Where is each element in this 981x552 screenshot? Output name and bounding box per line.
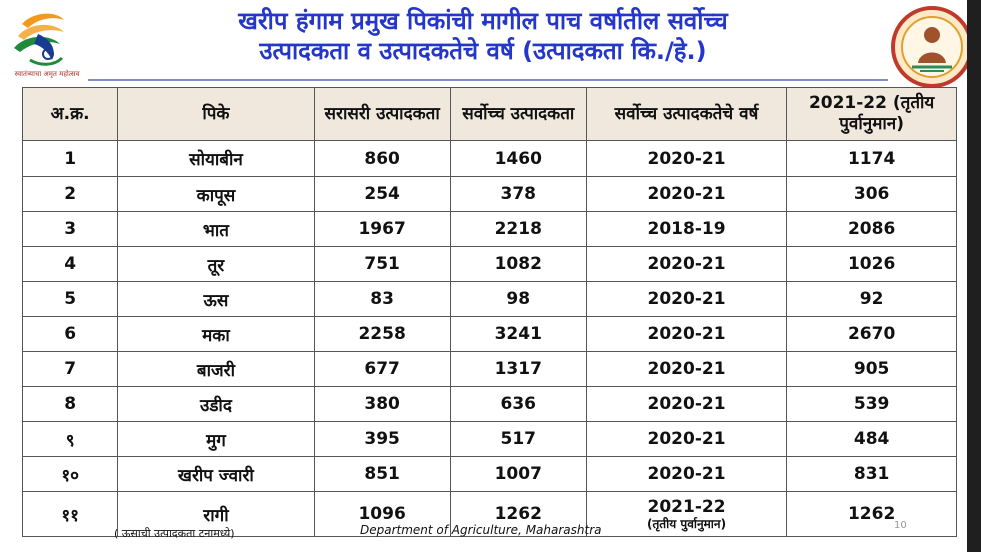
right-edge-bar [967, 0, 981, 552]
cell-estimate: 1262 [786, 491, 957, 537]
cell-highest: 1262 [449, 491, 587, 537]
cell-estimate: 1026 [786, 246, 957, 282]
cell-crop: कापूस [117, 176, 315, 212]
productivity-table: अ.क्र. पिके सरासरी उत्पादकता सर्वोच्च उत… [21, 87, 957, 537]
cell-crop: मका [117, 316, 315, 352]
agriculture-department-seal-icon [891, 6, 973, 88]
cell-year: 2020-21 [585, 246, 788, 282]
table-header-row: अ.क्र. पिके सरासरी उत्पादकता सर्वोच्च उत… [21, 87, 957, 141]
cell-highest: 517 [449, 421, 587, 457]
table-row: 5 ऊस 83 98 2020-21 92 [21, 281, 957, 317]
cell-estimate: 484 [786, 421, 957, 457]
cell-year: 2018-19 [585, 211, 788, 247]
cell-serial: 1 [21, 140, 119, 177]
cell-crop: मुग [117, 421, 315, 457]
title-line-2: उत्पादकता व उत्पादकतेचे वर्ष (उत्पादकता … [259, 37, 707, 65]
cell-average: 254 [313, 176, 451, 212]
cell-average: 83 [313, 281, 451, 317]
page-number: 10 [894, 520, 907, 531]
logo-caption: स्वातंत्र्याचा अमृत महोत्सव [14, 70, 80, 78]
header-2021-22-estimate: 2021-22 (तृतीय पुर्वानुमान) [786, 87, 957, 141]
table-row: 1 सोयाबीन 860 1460 2020-21 1174 [21, 140, 957, 177]
cell-crop: सोयाबीन [117, 140, 315, 177]
footnote: ( ऊसाची उत्पादकता टनामध्ये) [114, 527, 235, 540]
table-row: 2 कापूस 254 378 2020-21 306 [21, 176, 957, 212]
cell-year: 2020-21 [585, 176, 788, 212]
slide-title: खरीप हंगाम प्रमुख पिकांची मागील पाच वर्ष… [88, 6, 878, 66]
cell-average: 2258 [313, 316, 451, 352]
cell-year-note: (तृतीय पुर्वानुमान) [646, 517, 727, 531]
cell-highest: 3241 [449, 316, 587, 352]
cell-estimate: 2086 [786, 211, 957, 247]
cell-estimate: 905 [786, 351, 957, 387]
cell-crop: खरीप ज्वारी [117, 456, 315, 492]
cell-serial: १० [21, 456, 119, 492]
cell-serial: ९ [21, 421, 119, 457]
cell-crop: बाजरी [117, 351, 315, 387]
cell-average: 1967 [313, 211, 451, 247]
cell-average: 851 [313, 456, 451, 492]
table-row: ९ मुग 395 517 2020-21 484 [21, 421, 957, 457]
cell-average: 1096 [313, 491, 451, 537]
cell-highest: 1007 [449, 456, 587, 492]
cell-crop: रागी [117, 491, 315, 537]
cell-year-value: 2021-22 [647, 497, 726, 517]
table-row: 3 भात 1967 2218 2018-19 2086 [21, 211, 957, 247]
table-row: १० खरीप ज्वारी 851 1007 2020-21 831 [21, 456, 957, 492]
cell-average: 395 [313, 421, 451, 457]
cell-serial: 8 [21, 386, 119, 422]
amrit-mahotsav-logo-icon [14, 13, 64, 66]
cell-highest: 636 [449, 386, 587, 422]
cell-highest: 1317 [449, 351, 587, 387]
cell-highest: 1460 [449, 140, 587, 177]
cell-year: 2020-21 [585, 281, 788, 317]
cell-average: 677 [313, 351, 451, 387]
cell-year: 2020-21 [585, 386, 788, 422]
table-row: ११ रागी 1096 1262 2021-22 (तृतीय पुर्वान… [21, 491, 957, 537]
cell-year: 2020-21 [585, 456, 788, 492]
cell-estimate: 306 [786, 176, 957, 212]
header-highest-productivity-year: सर्वोच्च उत्पादकतेचे वर्ष [585, 87, 788, 141]
cell-crop: ऊस [117, 281, 315, 317]
header-crop: पिके [117, 87, 315, 141]
cell-year: 2020-21 [585, 351, 788, 387]
cell-estimate: 539 [786, 386, 957, 422]
cell-estimate: 1174 [786, 140, 957, 177]
cell-serial: 6 [21, 316, 119, 352]
cell-average: 860 [313, 140, 451, 177]
table-row: 6 मका 2258 3241 2020-21 2670 [21, 316, 957, 352]
header-serial: अ.क्र. [21, 87, 119, 141]
header-average-productivity: सरासरी उत्पादकता [313, 87, 451, 141]
department-credit: Department of Agriculture, Maharashtra [360, 523, 602, 537]
cell-crop: तूर [117, 246, 315, 282]
header-highest-productivity: सर्वोच्च उत्पादकता [449, 87, 587, 141]
cell-year: 2021-22 (तृतीय पुर्वानुमान) [585, 491, 788, 537]
table-row: 7 बाजरी 677 1317 2020-21 905 [21, 351, 957, 387]
cell-highest: 2218 [449, 211, 587, 247]
cell-highest: 1082 [449, 246, 587, 282]
table-row: 8 उडीद 380 636 2020-21 539 [21, 386, 957, 422]
cell-year: 2020-21 [585, 421, 788, 457]
cell-serial: 7 [21, 351, 119, 387]
cell-serial: 5 [21, 281, 119, 317]
cell-average: 380 [313, 386, 451, 422]
cell-crop: भात [117, 211, 315, 247]
cell-serial: 3 [21, 211, 119, 247]
cell-year: 2020-21 [585, 140, 788, 177]
cell-highest: 378 [449, 176, 587, 212]
cell-estimate: 92 [786, 281, 957, 317]
title-divider [88, 79, 888, 81]
table-row: 4 तूर 751 1082 2020-21 1026 [21, 246, 957, 282]
cell-serial: 2 [21, 176, 119, 212]
cell-crop: उडीद [117, 386, 315, 422]
cell-serial: ११ [21, 491, 119, 537]
cell-serial: 4 [21, 246, 119, 282]
cell-year: 2020-21 [585, 316, 788, 352]
cell-estimate: 831 [786, 456, 957, 492]
cell-average: 751 [313, 246, 451, 282]
title-line-1: खरीप हंगाम प्रमुख पिकांची मागील पाच वर्ष… [238, 7, 728, 35]
cell-highest: 98 [449, 281, 587, 317]
cell-estimate: 2670 [786, 316, 957, 352]
